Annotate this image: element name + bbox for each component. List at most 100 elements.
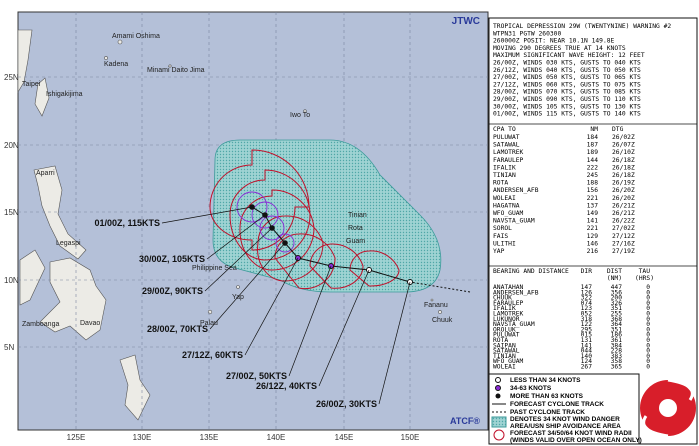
land — [17, 29, 442, 421]
bearing-cell: SAIPAN — [493, 342, 516, 349]
bearing-cell: 326 — [611, 300, 623, 307]
forecast-label: 27/12Z, 60KTS — [182, 350, 243, 360]
cpa-cell: 26/18Z — [612, 157, 635, 164]
bearing-cell: 0 — [646, 289, 650, 296]
bearing-cell: 140 — [581, 353, 593, 360]
bearing-header: TAU — [639, 268, 651, 275]
cpa-cell: 187 — [587, 142, 599, 149]
forecast-label: 30/00Z, 105KTS — [139, 254, 205, 264]
cpa-cell: WFO_GUAM — [493, 210, 524, 217]
cpa-cell: ULITHI — [493, 240, 516, 247]
bearing-cell: 0 — [646, 316, 650, 323]
header-line: 27/00Z, WINDS 050 KTS, GUSTS TO 065 KTS — [493, 74, 641, 81]
bearing-cell: SATAWAL — [493, 348, 520, 355]
bearing-cell: NAVSTA_GUAM — [493, 321, 535, 328]
bearing-cell: 0 — [646, 332, 650, 339]
leader-line — [244, 257, 299, 356]
bearing-cell: 383 — [611, 353, 623, 360]
forecast-label: 26/00Z, 30KTS — [316, 399, 377, 409]
bearing-cell: 044 — [581, 348, 593, 355]
cpa-cell: 27/16Z — [612, 240, 635, 247]
bearing-cell: IFALIK — [493, 305, 516, 312]
cpa-cell: 222 — [587, 164, 599, 171]
leader-line — [288, 265, 332, 377]
bearing-cell: 0 — [646, 326, 650, 333]
leader-line — [161, 206, 253, 224]
place-name: Chuuk — [432, 317, 453, 324]
cpa-cell: WOLEAI — [493, 195, 516, 202]
bearing-cell: 318 — [581, 316, 593, 323]
bearing-cell: FARAULEP — [493, 300, 524, 307]
cpa-cell: 27/12Z — [612, 233, 635, 240]
legend-item: (WINDS VALID OVER OPEN OCEAN ONLY) — [510, 437, 642, 444]
forecast-label: 26/12Z, 40KTS — [256, 381, 317, 391]
bearing-header: DIST — [607, 268, 622, 275]
bearing-cell: 384 — [611, 342, 623, 349]
cpa-cell: 188 — [587, 180, 599, 187]
cpa-cell: IFALIK — [493, 164, 516, 171]
bearing-cell: 255 — [611, 311, 623, 318]
cpa-cell: 26/18Z — [612, 172, 635, 179]
place-name: Zamboanga — [22, 321, 59, 328]
header-line: 27/12Z, WINDS 060 KTS, GUSTS TO 075 KTS — [493, 81, 641, 88]
legend-item: MORE THAN 63 KNOTS — [510, 393, 584, 400]
cpa-cell: 26/10Z — [612, 149, 635, 156]
bearing-cell: 0 — [646, 353, 650, 360]
cpa-cell: 26/22Z — [612, 218, 635, 225]
place-name: Legaspi — [56, 240, 81, 247]
lon-label: 145E — [335, 433, 354, 442]
bearing-cell: PULUWAT — [493, 332, 520, 339]
lat-label: 10N — [4, 276, 19, 285]
cpa-cell: 184 — [587, 134, 599, 141]
place-name: Aparri — [36, 170, 55, 177]
cpa-header: NM — [590, 126, 598, 133]
cpa-cell: 26/20Z — [612, 195, 635, 202]
place-name: Tinian — [348, 212, 367, 219]
header-line: 260000Z POSIT: NEAR 10.1N 149.8E — [493, 38, 615, 45]
place-name: Philippine Sea — [192, 265, 237, 272]
bearing-cell: 361 — [611, 337, 623, 344]
cpa-cell: PULUWAT — [493, 134, 520, 141]
bearing-cell: 228 — [611, 348, 623, 355]
header-line: TROPICAL DEPRESSION 29W (TWENTYNINE) WAR… — [493, 23, 671, 30]
legend-item: FORECAST CYCLONE TRACK — [510, 401, 604, 408]
cpa-cell: TINIAN — [493, 172, 516, 179]
bearing-cell: 052 — [581, 311, 593, 318]
cpa-cell: 26/21Z — [612, 210, 635, 217]
cpa-cell: YAP — [493, 248, 505, 255]
place-name: Davao — [80, 320, 100, 327]
label-leaders — [161, 206, 411, 405]
cpa-cell: HAGATNA — [493, 202, 520, 209]
bearing-cell: 141 — [581, 342, 593, 349]
inner-radii — [236, 191, 295, 253]
cpa-cell: 245 — [587, 172, 599, 179]
lon-label: 140E — [267, 433, 286, 442]
bearing-cell: 0 — [646, 321, 650, 328]
bearing-cell: 365 — [611, 364, 623, 371]
bearing-cell: 356 — [611, 289, 623, 296]
wind-radii — [209, 149, 400, 290]
cpa-cell: 221 — [587, 225, 599, 232]
cpa-cell: 26/18Z — [612, 164, 635, 171]
leader-line — [206, 214, 266, 260]
bearing-header: DIR — [581, 268, 593, 275]
place-name: Kadena — [104, 61, 128, 68]
bearing-cell: 368 — [611, 316, 623, 323]
bearing-cell: 322 — [581, 295, 593, 302]
bearing-cell: 124 — [581, 358, 593, 365]
header-line: 26/12Z, WINDS 040 KTS, GUSTS TO 050 KTS — [493, 67, 641, 74]
bearing-cell: WFO_GUAM — [493, 358, 524, 365]
cpa-cell: 26/19Z — [612, 180, 635, 187]
cpa-cell: 129 — [587, 233, 599, 240]
legend-item: AREA/USN SHIP AVOIDANCE AREA — [510, 423, 621, 430]
cpa-cell: 26/02Z — [612, 134, 635, 141]
cpa-cell: 189 — [587, 149, 599, 156]
bearing-cell: 295 — [581, 326, 593, 333]
info-panel — [488, 17, 698, 445]
bearing-cell: 122 — [581, 321, 593, 328]
bearing-cell: LAMOTREK — [493, 311, 524, 318]
bearing-cell: 015 — [581, 332, 593, 339]
footer: ATCF® — [450, 416, 480, 426]
cpa-cell: 26/21Z — [612, 202, 635, 209]
lon-label: 130E — [133, 433, 152, 442]
